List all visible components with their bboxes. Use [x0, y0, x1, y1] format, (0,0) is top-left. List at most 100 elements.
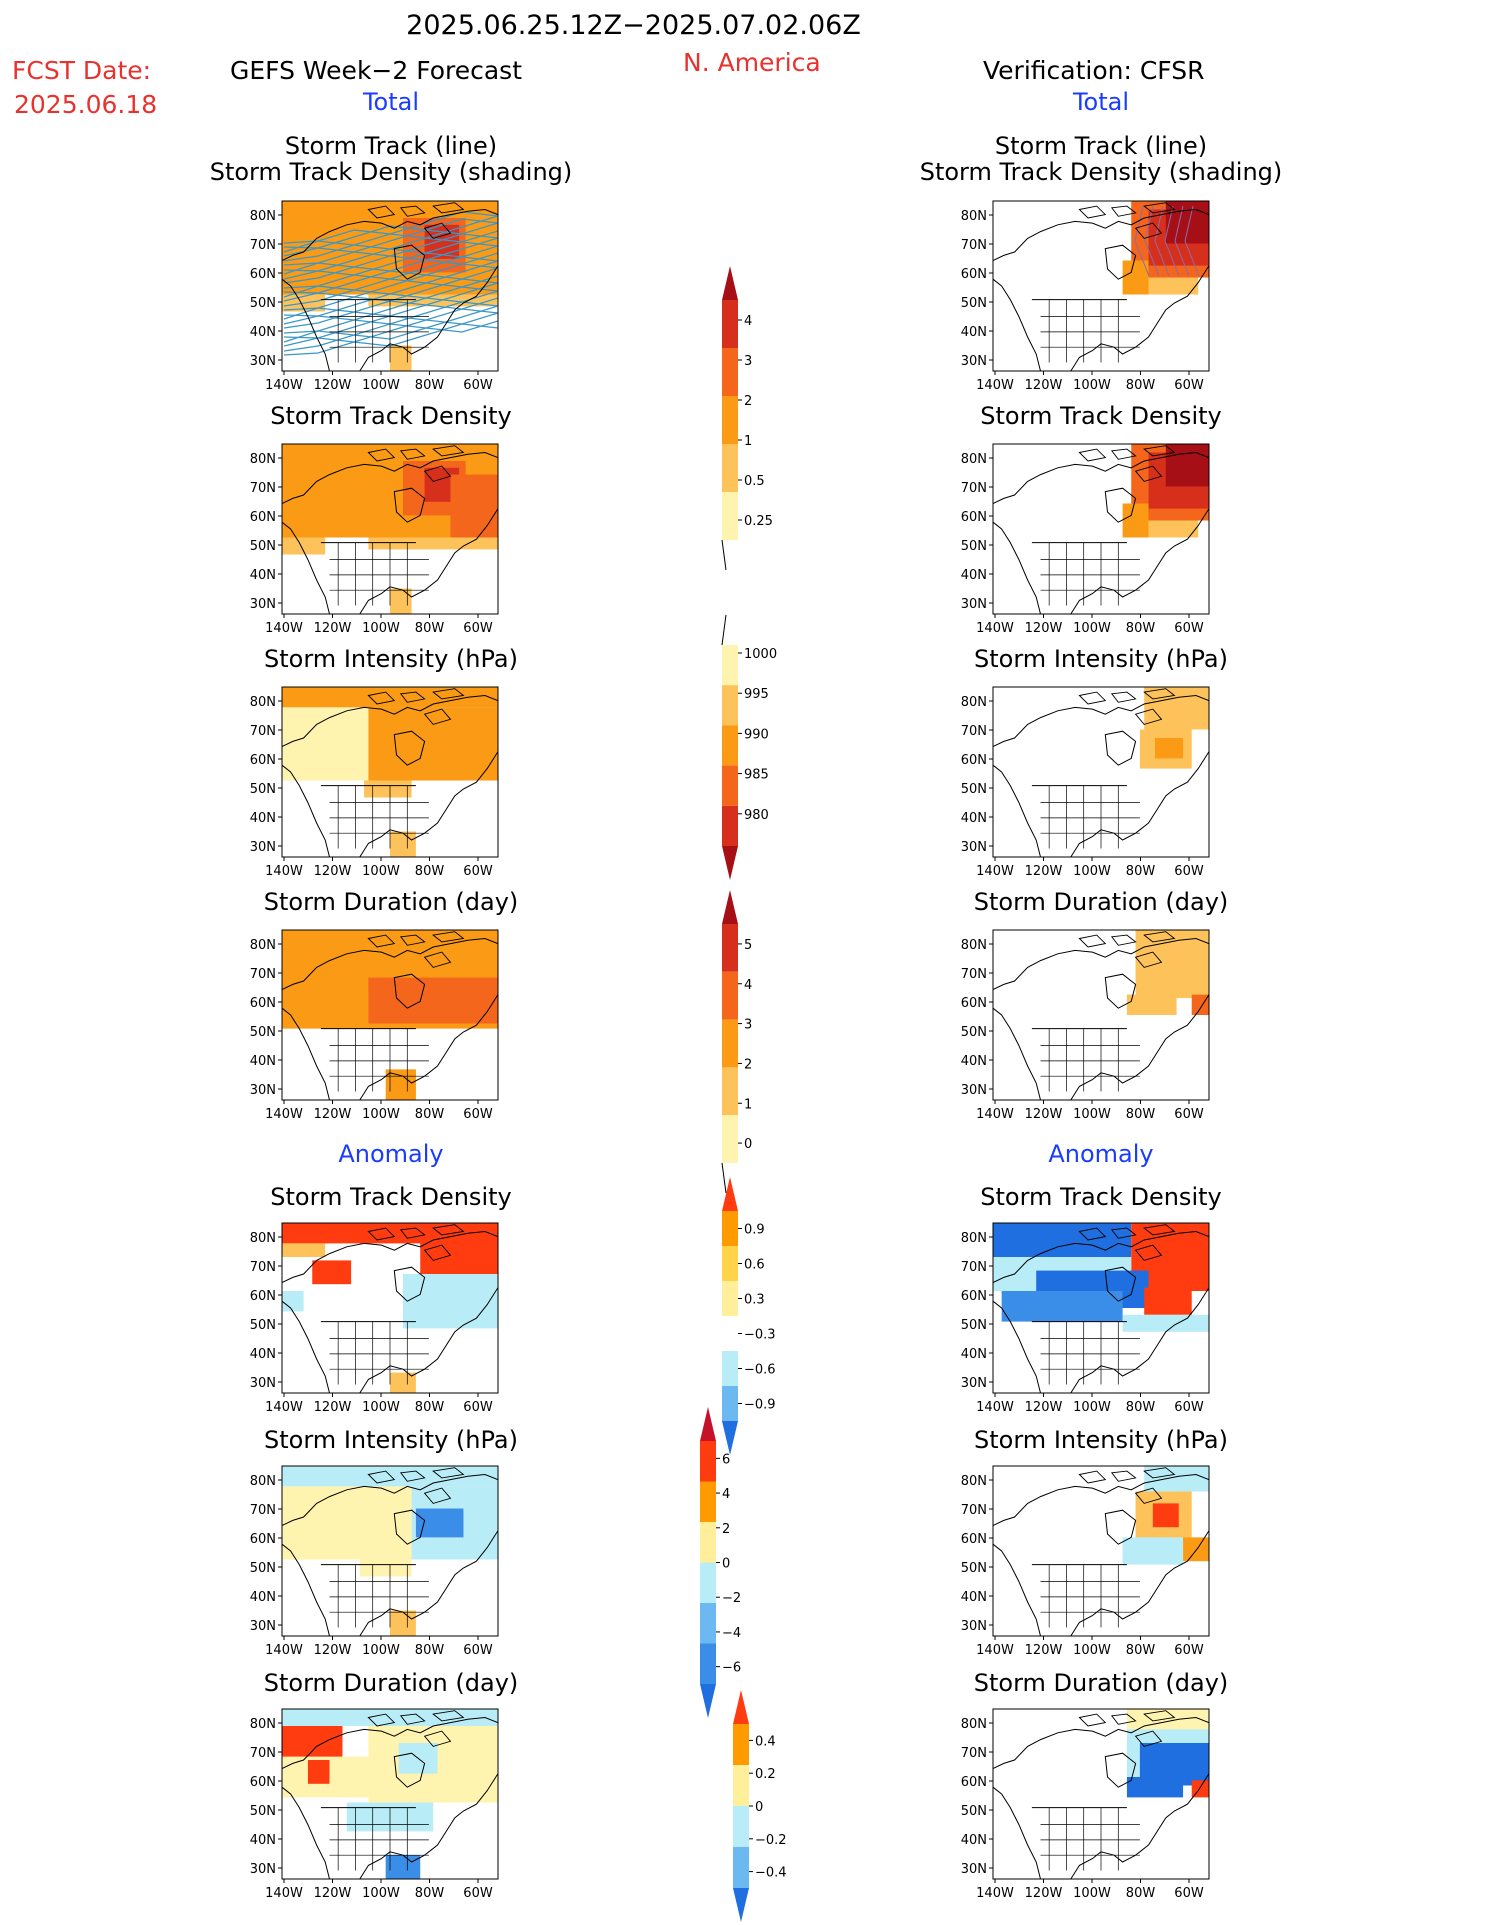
shading-cell	[385, 1069, 416, 1100]
lon-tick-label: 120W	[1025, 1400, 1063, 1415]
coastline	[993, 694, 1209, 857]
lat-tick-label: 50N	[961, 296, 987, 311]
hudson-bay-coast	[1104, 973, 1137, 1009]
lat-tick-label: 30N	[250, 1862, 276, 1877]
colorbar-label: −0.4	[755, 1866, 787, 1881]
arctic-island	[367, 448, 396, 462]
colorbar-arrow-top	[722, 890, 738, 924]
lat-tick-label: 30N	[961, 597, 987, 612]
map-anom-density-left: 80N 70N 60N 50N 40N 30N 140W 120W 100W 80W 60W	[250, 1222, 499, 1415]
colorbar-segment	[722, 1316, 738, 1351]
shading-cell	[1001, 1291, 1123, 1322]
colorbar-label: 2	[744, 1057, 752, 1072]
arctic-island	[1134, 951, 1163, 968]
lon-tick-label: 60W	[1174, 1886, 1204, 1901]
hudson-bay-coast	[393, 973, 426, 1009]
lat-tick-label: 40N	[250, 1833, 276, 1848]
coastline	[993, 1473, 1209, 1636]
shading-cell	[312, 1260, 352, 1285]
colorbar-segment	[722, 1067, 738, 1116]
lon-tick-label: 120W	[314, 1643, 352, 1658]
anomaly-label-left: Anomaly	[338, 1140, 444, 1168]
lon-tick-label: 120W	[314, 621, 352, 636]
storm-track-line	[283, 237, 498, 275]
lon-tick-label: 140W	[265, 1643, 303, 1658]
lon-tick-label: 120W	[1025, 621, 1063, 636]
arctic-island	[367, 691, 396, 705]
arctic-island	[1110, 1713, 1137, 1725]
lat-tick-label: 70N	[250, 481, 276, 496]
panel-title-anom-intensity-left: Storm Intensity (hPa)	[264, 1426, 518, 1454]
colorbar-label: 0	[755, 1800, 763, 1815]
map-frame	[992, 1222, 1210, 1394]
arctic-island	[432, 202, 465, 214]
map-track-right: 80N 70N 60N 50N 40N 30N 140W 120W 100W 80W 60W	[961, 200, 1210, 393]
colorbar-segment	[722, 725, 738, 766]
lon-tick-label: 140W	[976, 1886, 1014, 1901]
lon-tick-label: 120W	[1025, 1886, 1063, 1901]
colorbar-arrow-top	[700, 1407, 716, 1441]
storm-track-line	[1144, 205, 1160, 277]
lon-tick-label: 80W	[415, 621, 445, 636]
arctic-island	[367, 1470, 396, 1484]
colorbar-segment	[722, 1019, 738, 1068]
lat-tick-label: 50N	[961, 782, 987, 797]
arctic-island	[1134, 1487, 1163, 1504]
hudson-bay-coast	[393, 1509, 426, 1545]
storm-track-line	[283, 260, 498, 298]
colorbar-label: 4	[744, 314, 752, 329]
colorbar-label: 995	[744, 687, 769, 702]
colorbar-label: 1	[744, 1097, 752, 1112]
lon-tick-label: 60W	[463, 378, 493, 393]
lon-tick-label: 80W	[1126, 1107, 1156, 1122]
hudson-bay-coast	[1104, 1752, 1137, 1788]
lat-tick-label: 50N	[250, 296, 276, 311]
lat-tick-label: 70N	[961, 967, 987, 982]
shading-cell	[325, 989, 369, 1029]
fcst-date-label: FCST Date:	[12, 56, 152, 85]
colorbar-label: −6	[722, 1661, 741, 1676]
coastline	[282, 1230, 498, 1393]
colorbar-anom-intensity: 6 4 2 0 −2 −4 −6	[700, 1407, 741, 1718]
lon-tick-label: 100W	[362, 1107, 400, 1122]
lat-tick-label: 50N	[961, 1561, 987, 1576]
shading-cell	[307, 1760, 330, 1784]
lat-tick-label: 40N	[250, 325, 276, 340]
arctic-island	[1078, 1227, 1107, 1241]
lon-tick-label: 60W	[463, 1400, 493, 1415]
arctic-island	[367, 1713, 396, 1727]
lon-tick-label: 80W	[415, 1886, 445, 1901]
colorbar-segment	[722, 444, 738, 492]
lat-tick-label: 70N	[250, 238, 276, 253]
lon-tick-label: 80W	[415, 1107, 445, 1122]
shading-cell	[390, 1372, 416, 1393]
lat-tick-label: 50N	[250, 1025, 276, 1040]
colorbar-label: 5	[744, 938, 752, 953]
arctic-island	[399, 1227, 426, 1239]
colorbar-label: 2	[722, 1522, 730, 1537]
lat-tick-label: 70N	[961, 1746, 987, 1761]
verification-title: Verification: CFSR	[983, 56, 1205, 85]
hudson-bay-coast	[1104, 487, 1137, 523]
shading-cell	[364, 780, 412, 798]
arctic-island	[367, 205, 396, 219]
colorbar-label: 3	[744, 1018, 752, 1033]
colorbar-label: 1	[744, 434, 752, 449]
lon-tick-label: 80W	[1126, 378, 1156, 393]
colorbar-segment	[722, 1115, 738, 1163]
colorbar-segment	[722, 971, 738, 1020]
hudson-bay-coast	[1104, 244, 1137, 280]
colorbar-label: 0.9	[744, 1223, 765, 1238]
arctic-island	[367, 934, 396, 948]
shading-cell	[1122, 1537, 1184, 1565]
lat-tick-label: 60N	[961, 996, 987, 1011]
arctic-island	[423, 951, 452, 968]
lon-tick-label: 60W	[1174, 621, 1204, 636]
panel-title-anom-intensity-right: Storm Intensity (hPa)	[974, 1426, 1228, 1454]
colorbar-label: 3	[744, 354, 752, 369]
map-intensity-left: 80N 70N 60N 50N 40N 30N 140W 120W 100W 80W 60W	[250, 686, 499, 879]
panel-title-track-shading-left: Storm Track Density (shading)	[209, 158, 573, 186]
lat-tick-label: 50N	[961, 1318, 987, 1333]
shading-cell	[1191, 994, 1209, 1015]
